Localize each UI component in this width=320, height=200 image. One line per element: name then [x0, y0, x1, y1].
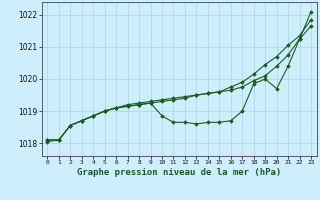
X-axis label: Graphe pression niveau de la mer (hPa): Graphe pression niveau de la mer (hPa) — [77, 168, 281, 177]
